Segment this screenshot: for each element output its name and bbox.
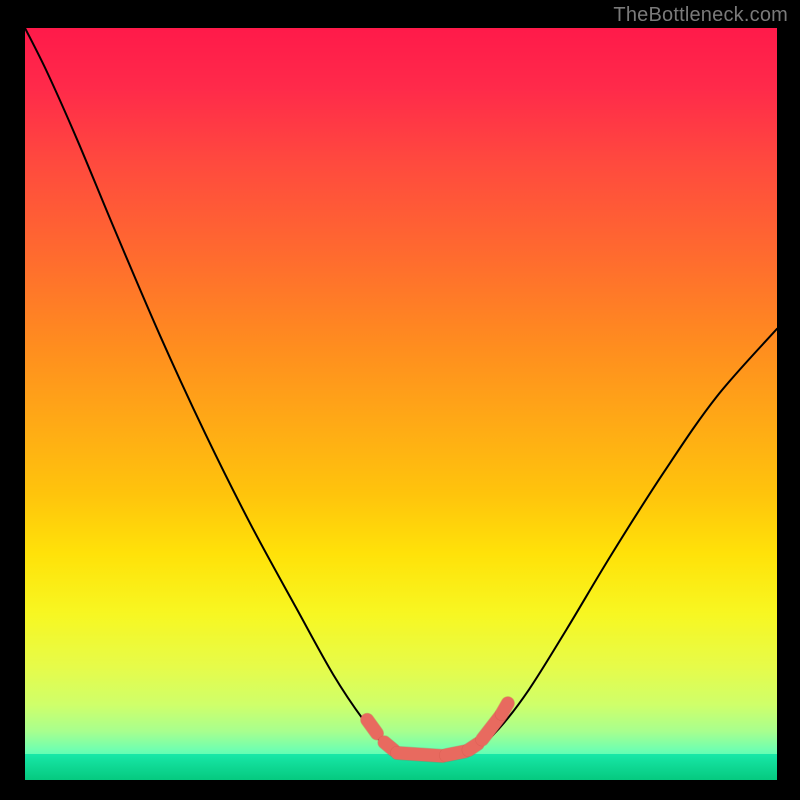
watermark-text: TheBottleneck.com (613, 4, 788, 27)
valley-marker (482, 716, 500, 739)
valley-marker (502, 703, 508, 714)
plot-frame (25, 28, 777, 780)
bottleneck-curve (25, 28, 777, 757)
plot-inner (25, 28, 777, 780)
valley-marker (367, 720, 377, 734)
valley-marker (397, 753, 442, 756)
valley-marker (469, 744, 478, 750)
chart-svg (25, 28, 777, 780)
